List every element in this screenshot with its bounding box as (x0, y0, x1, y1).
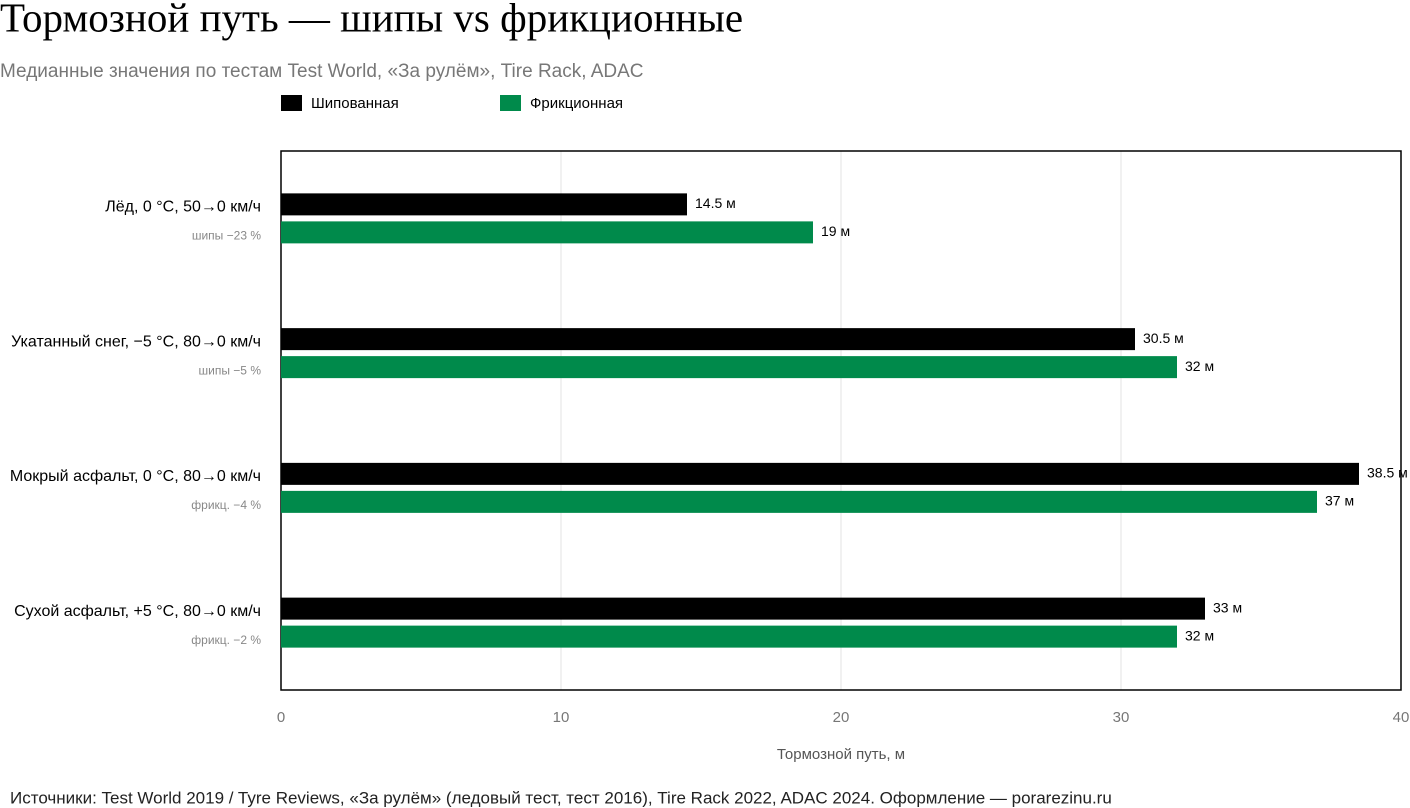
value-label: 19 м (821, 223, 850, 239)
legend-label: Фрикционная (530, 95, 623, 112)
bar (281, 597, 1205, 620)
bar (281, 490, 1317, 513)
chart-subtitle: Медианные значения по тестам Test World,… (0, 61, 644, 82)
bar (281, 221, 813, 244)
x-axis-label: Тормозной путь, м (777, 746, 905, 763)
category-label: Укатанный снег, −5 °C, 80→0 км/ч (11, 333, 261, 350)
value-label: 30.5 м (1143, 330, 1184, 346)
legend-label: Шипованная (311, 95, 399, 112)
value-label: 32 м (1185, 358, 1214, 374)
x-tick-label: 20 (833, 709, 850, 726)
category-note: фрикц. −4 % (191, 498, 261, 512)
category-label: Сухой асфальт, +5 °C, 80→0 км/ч (14, 603, 261, 620)
legend-swatch (281, 95, 302, 111)
value-label: 37 м (1325, 493, 1354, 509)
value-label: 14.5 м (695, 195, 736, 211)
chart-title: Тормозной путь — шипы vs фрикционные (0, 0, 743, 40)
bar (281, 625, 1177, 648)
value-label: 38.5 м (1367, 465, 1408, 481)
x-tick-label: 0 (277, 709, 285, 726)
category-note: фрикц. −2 % (191, 633, 261, 647)
value-label: 32 м (1185, 627, 1214, 643)
x-tick-label: 10 (553, 709, 570, 726)
x-tick-label: 30 (1113, 709, 1130, 726)
value-label: 33 м (1213, 599, 1242, 615)
category-note: шипы −23 % (192, 229, 261, 243)
bar (281, 462, 1359, 485)
category-label: Лёд, 0 °C, 50→0 км/ч (105, 199, 261, 216)
plot-frame (280, 150, 1402, 691)
footer: Источники: Test World 2019 / Tyre Review… (10, 788, 1112, 807)
x-tick-label: 40 (1393, 709, 1410, 726)
bar (281, 193, 687, 216)
bar (281, 356, 1177, 379)
category-label: Мокрый асфальт, 0 °C, 80→0 км/ч (10, 468, 261, 485)
legend-swatch (500, 95, 521, 111)
bar (281, 328, 1135, 351)
category-note: шипы −5 % (199, 363, 262, 377)
